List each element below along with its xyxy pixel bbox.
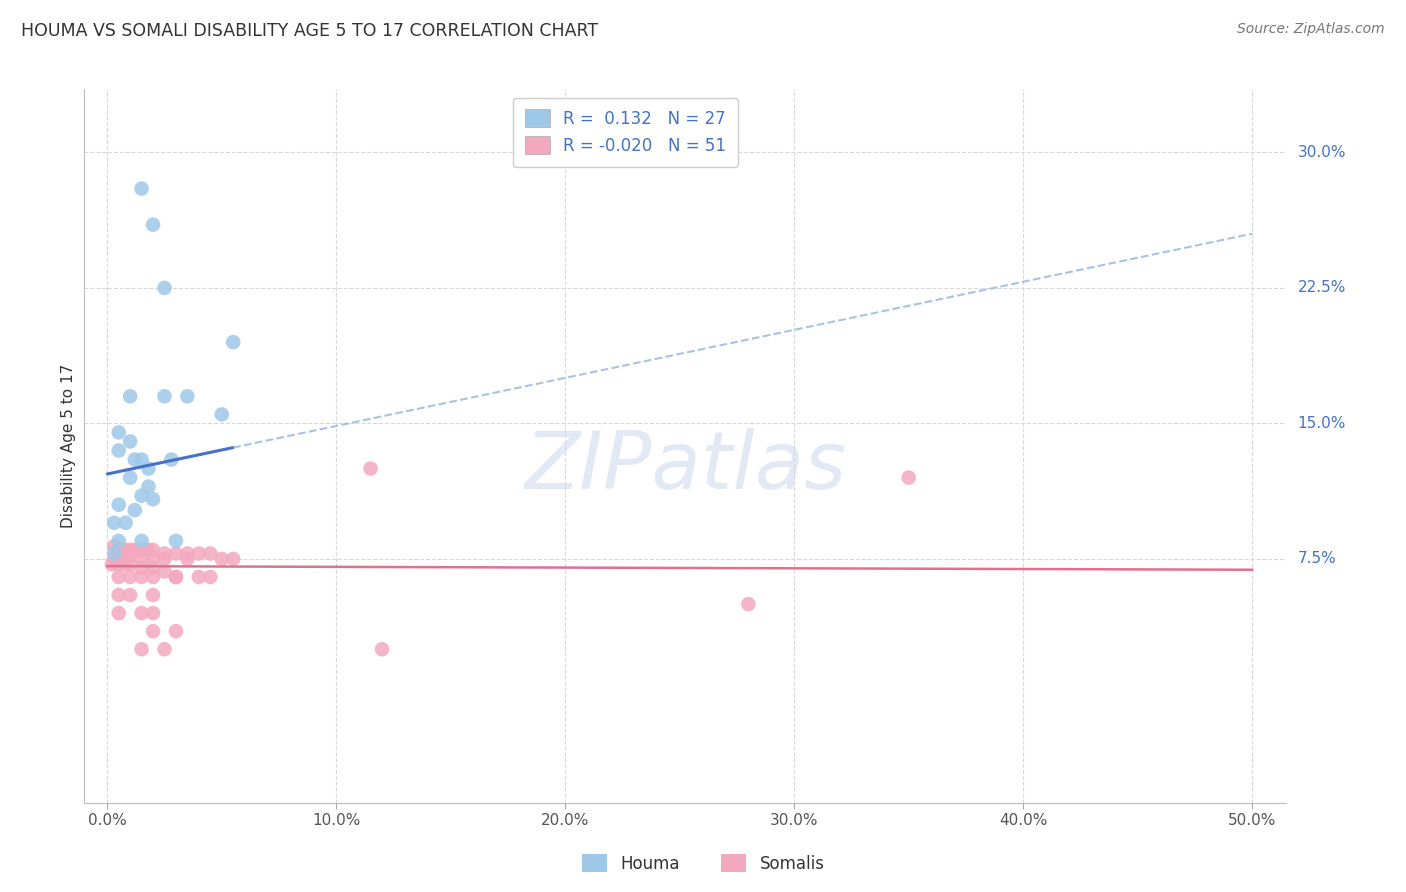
Point [124, 503, 146, 517]
Legend: R =  0.132   N = 27, R = -0.020   N = 51: R = 0.132 N = 27, R = -0.020 N = 51 [513, 97, 738, 167]
Point [114, 542, 136, 557]
Point [120, 558, 142, 572]
Point [153, 281, 176, 295]
Point [200, 570, 222, 584]
Point [131, 181, 153, 195]
Point [142, 570, 165, 584]
Point [103, 547, 125, 561]
Point [107, 570, 129, 584]
Point [131, 542, 153, 557]
Point [110, 552, 132, 566]
Point [120, 588, 142, 602]
Point [165, 533, 187, 548]
Point [153, 642, 176, 657]
Text: 30.0%: 30.0% [1298, 145, 1346, 160]
Point [138, 461, 160, 475]
Point [124, 452, 146, 467]
Point [131, 533, 153, 548]
Point [142, 542, 165, 557]
Point [142, 561, 165, 575]
Point [153, 547, 176, 561]
Point [120, 570, 142, 584]
Point [222, 335, 245, 350]
Point [131, 642, 153, 657]
Point [153, 552, 176, 566]
Point [107, 498, 129, 512]
Point [897, 470, 920, 484]
Point [200, 547, 222, 561]
Text: ZIPatlas: ZIPatlas [524, 428, 846, 507]
Text: 15.0%: 15.0% [1298, 416, 1346, 431]
Point [211, 552, 233, 566]
Point [124, 542, 146, 557]
Point [131, 452, 153, 467]
Point [114, 516, 136, 530]
Point [103, 516, 125, 530]
Point [131, 489, 153, 503]
Y-axis label: Disability Age 5 to 17: Disability Age 5 to 17 [60, 364, 76, 528]
Point [153, 565, 176, 579]
Point [176, 552, 198, 566]
Point [107, 542, 129, 557]
Point [165, 624, 187, 639]
Point [371, 642, 394, 657]
Point [131, 561, 153, 575]
Point [142, 606, 165, 620]
Point [142, 218, 165, 232]
Text: Source: ZipAtlas.com: Source: ZipAtlas.com [1237, 22, 1385, 37]
Point [142, 588, 165, 602]
Text: HOUMA VS SOMALI DISABILITY AGE 5 TO 17 CORRELATION CHART: HOUMA VS SOMALI DISABILITY AGE 5 TO 17 C… [21, 22, 598, 40]
Point [101, 558, 124, 572]
Point [187, 547, 209, 561]
Point [737, 597, 759, 611]
Point [142, 552, 165, 566]
Text: 7.5%: 7.5% [1298, 551, 1336, 566]
Point [131, 552, 153, 566]
Point [211, 408, 233, 422]
Point [360, 461, 382, 475]
Point [138, 480, 160, 494]
Point [176, 389, 198, 403]
Point [107, 443, 129, 458]
Point [103, 552, 125, 566]
Point [103, 539, 125, 553]
Point [120, 434, 142, 449]
Point [142, 492, 165, 507]
Point [165, 547, 187, 561]
Point [120, 389, 142, 403]
Point [165, 570, 187, 584]
Point [138, 542, 160, 557]
Point [120, 470, 142, 484]
Point [131, 606, 153, 620]
Point [107, 533, 129, 548]
Point [114, 558, 136, 572]
Legend: Houma, Somalis: Houma, Somalis [575, 847, 831, 880]
Point [120, 542, 142, 557]
Point [176, 547, 198, 561]
Point [107, 558, 129, 572]
Point [107, 606, 129, 620]
Point [222, 552, 245, 566]
Point [165, 570, 187, 584]
Point [160, 452, 183, 467]
Point [107, 588, 129, 602]
Point [142, 624, 165, 639]
Point [117, 552, 139, 566]
Point [187, 570, 209, 584]
Point [153, 389, 176, 403]
Point [107, 425, 129, 440]
Point [131, 570, 153, 584]
Text: 22.5%: 22.5% [1298, 280, 1346, 295]
